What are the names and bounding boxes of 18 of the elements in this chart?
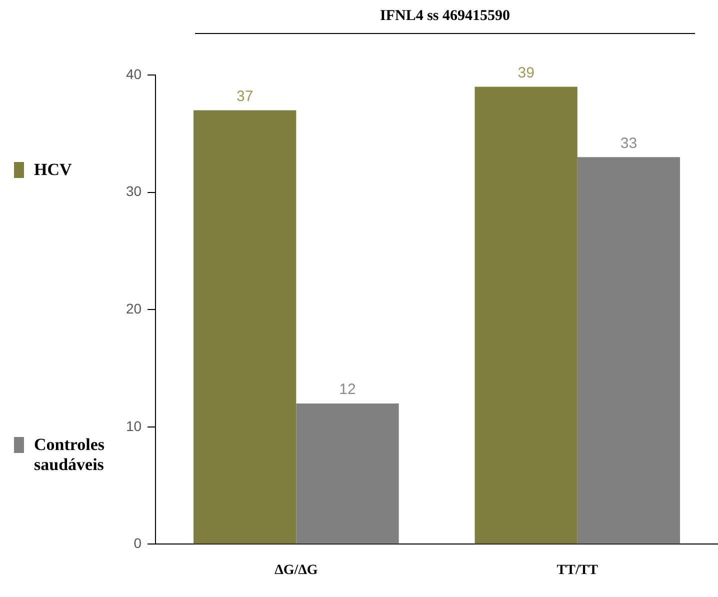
data-label: 33 (620, 134, 638, 152)
y-tick-label: 40 (126, 66, 142, 82)
bar (474, 86, 578, 544)
y-tick-label: 0 (134, 535, 142, 552)
data-label: 37 (236, 88, 254, 105)
data-label: 39 (518, 64, 534, 82)
x-tick-label: ΔG/ΔG (274, 563, 318, 578)
y-tick-label: 10 (126, 418, 142, 434)
chart-title: IFNL4 ss 469415590 (195, 8, 695, 34)
bar (194, 110, 296, 544)
data-label: 12 (339, 381, 356, 398)
legend-label: HCV (34, 160, 72, 180)
bar (296, 403, 399, 544)
y-tick-label: 20 (126, 300, 142, 316)
bar (577, 157, 680, 544)
y-tick-label: 30 (126, 183, 142, 200)
legend-label: Controles saudáveis (34, 435, 106, 475)
x-tick-label: TT/TT (556, 563, 599, 578)
